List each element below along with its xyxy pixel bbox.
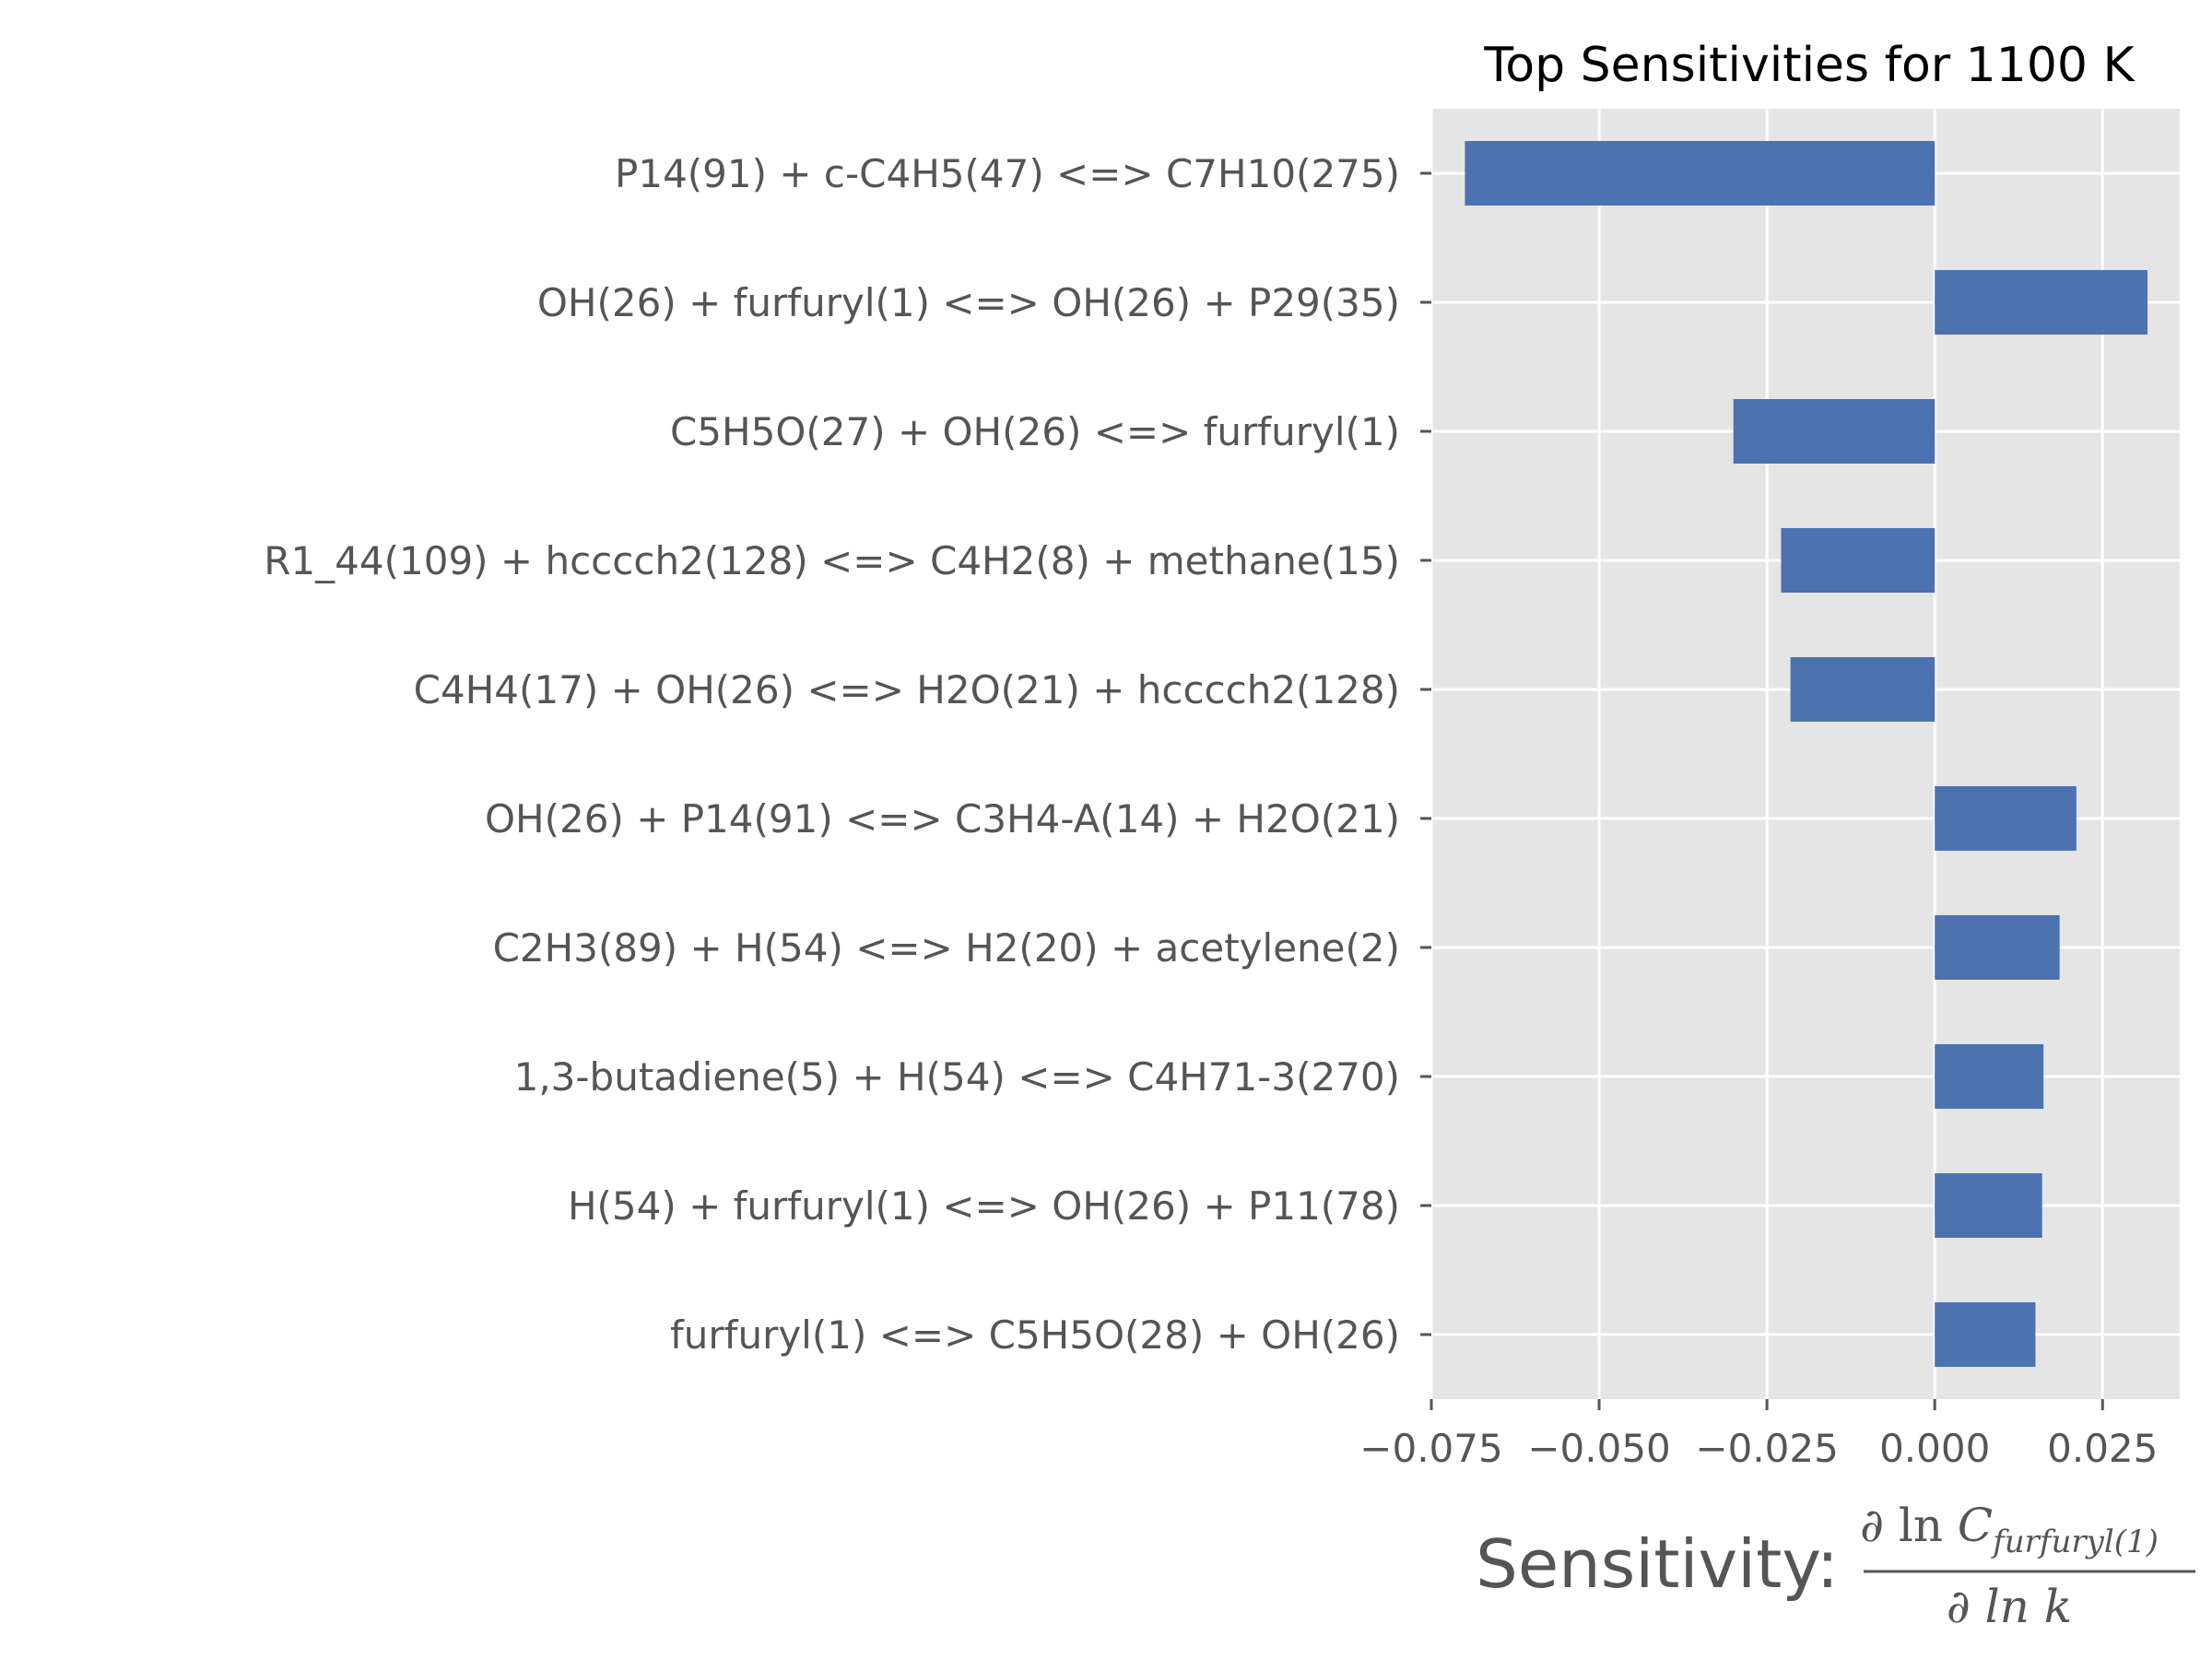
bar [1935,1173,2042,1238]
bar [1935,786,2077,851]
y-tick-label: furfuryl(1) <=> C5H5O(28) + OH(26) [670,1312,1400,1358]
x-tick-label: 0.000 [1879,1426,1990,1471]
x-axis-label-denominator: ∂ ln k [1947,1580,2072,1633]
x-axis-label-numerator: ∂ ln Cfurfuryl(1) [1860,1499,2159,1560]
y-tick-label: 1,3-butadiene(5) + H(54) <=> C4H71-3(270… [514,1054,1400,1100]
bar [1465,141,1936,206]
y-tick-label: C4H4(17) + OH(26) <=> H2O(21) + hcccch2(… [414,667,1400,712]
y-tick-label: R1_44(109) + hcccch2(128) <=> C4H2(8) + … [264,538,1400,583]
x-tick-label: −0.050 [1527,1426,1670,1471]
x-axis-label: Sensitivity: ∂ ln Cfurfuryl(1) ∂ ln k [1476,1499,2195,1633]
bar [1781,528,1936,593]
chart-title: Top Sensitivities for 1100 K [1483,38,2136,93]
bars [1465,141,2148,1367]
x-axis-label-text: Sensitivity: [1476,1525,1839,1603]
bar [1935,1302,2036,1367]
bar [1733,399,1936,464]
y-tick-label: H(54) + furfuryl(1) <=> OH(26) + P11(78) [568,1183,1400,1229]
bar [1935,915,2060,980]
y-tick-label: C5H5O(27) + OH(26) <=> furfuryl(1) [670,409,1400,454]
x-tick-label: −0.075 [1359,1426,1502,1471]
bar [1935,270,2148,335]
y-tick-label: OH(26) + P14(91) <=> C3H4-A(14) + H2O(21… [485,796,1400,841]
y-tick-label: C2H3(89) + H(54) <=> H2(20) + acetylene(… [493,925,1400,971]
bar [1790,657,1936,722]
x-tick-label: 0.025 [2047,1426,2158,1471]
x-tick-label: −0.025 [1695,1426,1838,1471]
y-ticks: P14(91) + c-C4H5(47) <=> C7H10(275) OH(26… [264,151,1431,1358]
y-tick-label: OH(26) + furfuryl(1) <=> OH(26) + P29(35… [537,280,1400,325]
y-tick-label: P14(91) + c-C4H5(47) <=> C7H10(275) [615,151,1400,196]
bar [1935,1044,2044,1109]
x-ticks: −0.075 −0.050 −0.025 0.000 0.025 [1359,1399,2158,1471]
